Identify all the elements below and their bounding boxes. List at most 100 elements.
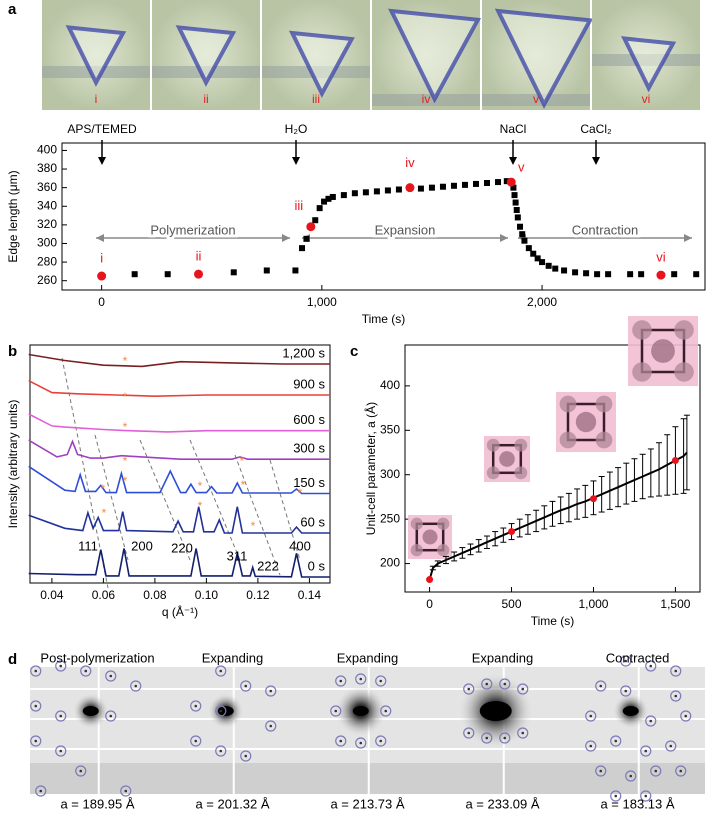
x-tick-label: 1,500: [660, 597, 690, 611]
y-tick-label: 400: [380, 378, 400, 392]
phase-label: Polymerization: [150, 222, 235, 237]
spot-center: [59, 749, 63, 753]
spectrum-line: [28, 353, 330, 368]
y-tick-label: 380: [37, 161, 57, 175]
lattice-caption: a = 233.09 Å: [465, 796, 539, 811]
spot-center: [134, 684, 138, 688]
spot-center: [684, 714, 688, 718]
data-point: [164, 271, 171, 278]
diffraction-spot: [335, 735, 347, 747]
event-label: CaCl₂: [580, 122, 612, 136]
data-point: [362, 189, 369, 196]
data-point: [417, 185, 424, 192]
y-tick-label: 250: [380, 511, 400, 525]
data-point: [656, 270, 666, 280]
data-point: [530, 250, 537, 257]
spot-center: [359, 677, 363, 681]
inset-sphere: [632, 320, 652, 340]
inset-sphere: [486, 438, 500, 452]
diffraction-spot: [355, 737, 367, 749]
highlight-point: [508, 528, 516, 536]
diffraction-spot: [645, 715, 657, 727]
spot-center: [219, 749, 223, 753]
asterisk: *: [102, 506, 107, 520]
photo-label: iii: [312, 92, 320, 106]
phase-label: Contraction: [572, 222, 638, 237]
spectrum-line: [28, 465, 330, 495]
y-tick-label: 300: [37, 236, 57, 250]
guide-line: [234, 454, 281, 576]
image-title: Expanding: [337, 650, 398, 665]
spot-center: [589, 714, 593, 718]
y-tick-label: 300: [380, 467, 400, 481]
mean-line: [428, 451, 688, 580]
point-label: ii: [196, 249, 202, 264]
asterisk: *: [241, 478, 246, 492]
crystal: [288, 30, 355, 98]
spot-center: [269, 689, 273, 693]
panel-label: c: [350, 343, 358, 360]
image-title: Contracted: [606, 650, 670, 665]
asterisk: *: [298, 486, 303, 500]
diffraction-spot: [517, 727, 529, 739]
inset-frame: [415, 522, 445, 552]
diffraction-spot: [610, 790, 622, 802]
spot-center: [629, 774, 633, 778]
diffraction-spot: [30, 735, 42, 747]
spot-center: [644, 749, 648, 753]
diffraction-spot: [499, 678, 511, 690]
y-tick-label: 350: [380, 422, 400, 436]
data-point: [627, 271, 634, 278]
data-point: [384, 187, 391, 194]
spot-center: [485, 736, 489, 740]
diffraction-spot: [380, 705, 392, 717]
data-point: [461, 181, 468, 188]
y-tick-label: 400: [37, 143, 57, 157]
data-point: [514, 214, 521, 221]
asterisk: *: [123, 474, 128, 488]
diffraction-spot: [265, 720, 277, 732]
data-point: [583, 270, 590, 277]
event-label: NaCl: [500, 122, 527, 136]
hkl-label: 311: [227, 548, 248, 563]
data-point: [512, 199, 519, 206]
diffraction-spot: [30, 700, 42, 712]
diffraction-spot: [463, 683, 475, 695]
x-tick-label: 0.14: [298, 588, 322, 602]
spot-center: [219, 709, 223, 713]
inset-sphere: [437, 517, 450, 530]
point-label: v: [518, 160, 525, 175]
asterisk: *: [123, 390, 128, 404]
data-point: [263, 267, 270, 274]
inset-sphere: [422, 529, 438, 545]
x-tick-label: 0.12: [246, 588, 270, 602]
x-axis-label: Time (s): [531, 614, 575, 628]
beamstop-shadow: [435, 763, 570, 794]
photo-label: v: [533, 92, 539, 106]
diffraction-spot: [481, 732, 493, 744]
inset-sphere: [575, 411, 597, 433]
event-arrowhead: [98, 157, 106, 165]
beamstop-shadow: [30, 763, 165, 794]
x-tick-label: 0.08: [143, 588, 167, 602]
diffraction-spot: [215, 745, 227, 757]
data-point: [405, 183, 415, 193]
spot-center: [59, 714, 63, 718]
diffraction-spot: [620, 685, 632, 697]
hkl-label: 200: [131, 538, 153, 553]
spot-center: [654, 769, 658, 773]
asterisk: *: [198, 499, 203, 513]
x-tick-label: 0.10: [195, 588, 219, 602]
x-axis-label: q (Å⁻¹): [162, 604, 198, 619]
photo-label: i: [95, 92, 98, 106]
data-point: [395, 186, 402, 193]
spot-center: [339, 679, 343, 683]
series-label: 60 s: [300, 514, 325, 529]
spot-center: [39, 789, 43, 793]
diffraction-spot: [190, 700, 202, 712]
data-point: [511, 192, 518, 199]
diffraction-spot: [335, 675, 347, 687]
diffraction-spot: [680, 710, 692, 722]
guide-line: [94, 434, 129, 561]
spot-center: [219, 669, 223, 673]
